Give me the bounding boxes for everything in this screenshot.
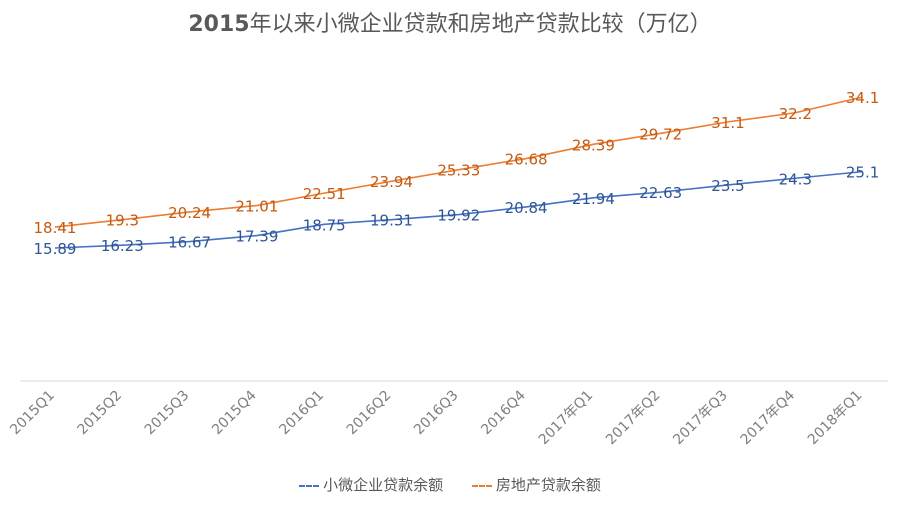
data-label-s0-3: 17.39 <box>235 228 278 246</box>
data-label-s0-11: 24.3 <box>779 170 812 188</box>
x-tick-label-10: 2017年Q3 <box>670 388 731 449</box>
series-line-0 <box>54 170 863 249</box>
data-label-s1-2: 20.24 <box>168 204 211 222</box>
x-tick-label-7: 2016Q4 <box>478 387 529 438</box>
data-label-s1-9: 29.72 <box>639 125 682 143</box>
legend-label-real-estate: 房地产贷款余额 <box>495 476 601 494</box>
data-label-s1-1: 19.3 <box>106 212 139 230</box>
legend-swatch-real-estate <box>471 484 492 487</box>
data-label-s1-8: 28.39 <box>572 136 615 154</box>
data-label-s1-12: 34.1 <box>846 89 879 107</box>
legend-swatch-small-business <box>299 484 320 487</box>
legend: 小微企业贷款余额 房地产贷款余额 <box>0 474 900 495</box>
data-label-s0-6: 19.92 <box>437 207 480 225</box>
legend-item-real-estate: 房地产贷款余额 <box>471 474 601 495</box>
x-tick-label-2: 2015Q3 <box>142 388 193 439</box>
data-label-s0-7: 20.84 <box>505 199 548 217</box>
x-tick-label-8: 2017年Q1 <box>536 388 597 449</box>
data-label-s1-6: 25.33 <box>437 162 480 180</box>
data-label-s0-5: 19.31 <box>370 212 413 230</box>
legend-label-small-business: 小微企业贷款余额 <box>323 476 444 494</box>
data-label-s0-4: 18.75 <box>303 216 346 234</box>
legend-item-small-business: 小微企业贷款余额 <box>299 474 443 495</box>
x-tick-label-6: 2016Q3 <box>411 388 462 439</box>
data-label-s0-9: 22.63 <box>639 184 682 202</box>
data-label-s1-7: 26.68 <box>505 151 548 169</box>
data-label-s1-5: 23.94 <box>370 173 413 191</box>
data-label-s0-12: 25.1 <box>846 164 879 182</box>
data-label-s1-11: 32.2 <box>779 105 812 123</box>
x-tick-label-1: 2015Q2 <box>75 388 126 439</box>
data-label-s0-8: 21.94 <box>572 190 615 208</box>
chart-title: 2015年以来小微企业贷款和房地产贷款比较（万亿） <box>188 12 712 37</box>
data-label-s0-1: 16.23 <box>101 237 144 255</box>
data-label-s1-0: 18.41 <box>34 219 77 237</box>
data-label-s0-0: 15.89 <box>34 240 77 258</box>
x-tick-label-11: 2017年Q4 <box>738 387 799 448</box>
x-tick-label-4: 2016Q1 <box>276 388 327 439</box>
x-tick-label-3: 2015Q4 <box>209 387 260 438</box>
x-tick-label-12: 2018年Q1 <box>805 388 866 449</box>
x-tick-label-5: 2016Q2 <box>344 388 395 439</box>
series-line-1 <box>54 96 863 228</box>
x-tick-label-9: 2017年Q2 <box>603 388 664 449</box>
data-label-s1-10: 31.1 <box>711 114 744 132</box>
x-tick-label-0: 2015Q1 <box>7 388 58 439</box>
data-label-s0-10: 23.5 <box>711 177 744 195</box>
data-label-s0-2: 16.67 <box>168 234 211 252</box>
data-label-s1-3: 21.01 <box>235 198 278 216</box>
data-label-s1-4: 22.51 <box>303 185 346 203</box>
